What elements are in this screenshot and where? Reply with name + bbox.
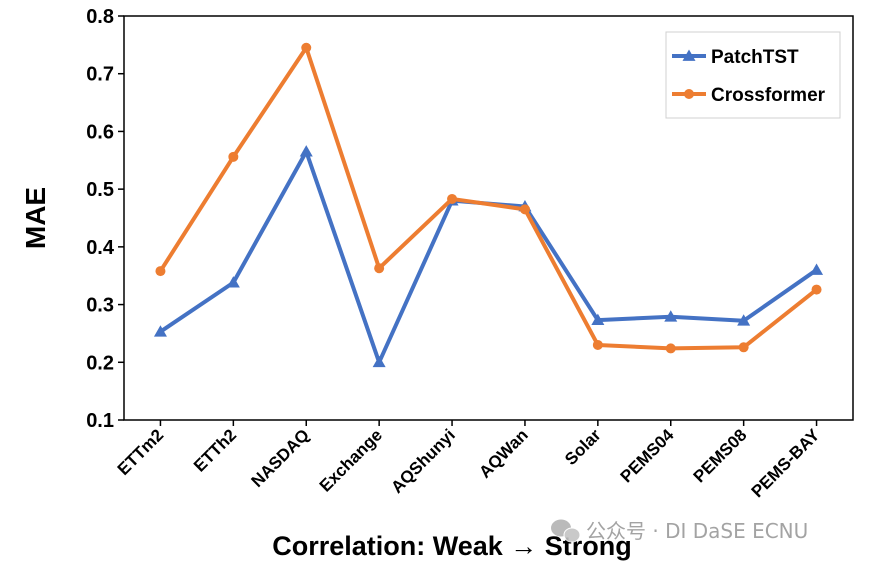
data-point bbox=[226, 276, 240, 288]
y-tick-label: 0.4 bbox=[86, 237, 115, 259]
series-crossformer bbox=[155, 42, 822, 354]
data-point bbox=[519, 204, 530, 215]
series-line bbox=[158, 45, 818, 351]
data-point bbox=[301, 42, 312, 53]
x-tick-label: ETTh2 bbox=[190, 425, 240, 475]
data-point bbox=[811, 284, 822, 295]
watermark-text: 公众号 · DI DaSE ECNU bbox=[586, 519, 808, 543]
legend-item: Crossformer bbox=[672, 85, 826, 106]
data-point bbox=[591, 313, 605, 326]
data-point bbox=[374, 263, 385, 274]
series-layer bbox=[153, 42, 824, 368]
y-axis-title: MAE bbox=[20, 187, 51, 249]
legend-marker bbox=[682, 49, 696, 61]
x-tick-label: PEMS08 bbox=[690, 425, 751, 486]
y-tick-label: 0.6 bbox=[86, 121, 114, 143]
y-tick-label: 0.3 bbox=[86, 295, 114, 317]
y-tick-label: 0.1 bbox=[86, 410, 114, 432]
y-tick-label: 0.7 bbox=[86, 64, 114, 86]
x-tick-label: ETTm2 bbox=[114, 425, 168, 479]
watermark: 公众号 · DI DaSE ECNU bbox=[551, 519, 808, 543]
legend-box bbox=[665, 31, 841, 119]
x-tick-label: Exchange bbox=[316, 425, 386, 495]
y-tick-label: 0.5 bbox=[86, 179, 114, 201]
legend: PatchTST Crossformer bbox=[665, 31, 841, 119]
data-point bbox=[153, 325, 167, 337]
x-tick-label: AQWan bbox=[475, 425, 531, 481]
data-point bbox=[810, 263, 824, 275]
data-point bbox=[155, 266, 166, 277]
data-point bbox=[665, 343, 676, 354]
data-point bbox=[299, 145, 313, 157]
data-point bbox=[447, 193, 458, 204]
legend-label: Crossformer bbox=[711, 85, 826, 106]
legend-marker bbox=[684, 89, 694, 99]
data-point bbox=[592, 339, 603, 350]
y-axis: 0.1 0.2 0.3 0.4 0.5 0.6 0.7 0.8 bbox=[86, 6, 124, 432]
data-point bbox=[664, 310, 678, 322]
y-tick-label: 0.8 bbox=[86, 6, 114, 28]
x-tick-label: Solar bbox=[561, 425, 605, 469]
x-tick-label: PEMS-BAY bbox=[748, 425, 824, 501]
wechat-icon bbox=[551, 519, 581, 543]
x-tick-label: NASDAQ bbox=[248, 425, 314, 491]
y-tick-label: 0.2 bbox=[86, 352, 114, 374]
x-tick-label: AQShunyi bbox=[387, 425, 459, 497]
data-point bbox=[738, 342, 749, 353]
data-point bbox=[228, 151, 239, 162]
data-point bbox=[372, 355, 386, 368]
x-tick-label: PEMS04 bbox=[617, 425, 678, 486]
x-axis: ETTm2 ETTh2 NASDAQ Exchange AQShunyi AQWan Sol… bbox=[114, 420, 824, 501]
data-point bbox=[737, 314, 751, 326]
legend-item: PatchTST bbox=[672, 47, 799, 68]
legend-label: PatchTST bbox=[711, 47, 799, 68]
